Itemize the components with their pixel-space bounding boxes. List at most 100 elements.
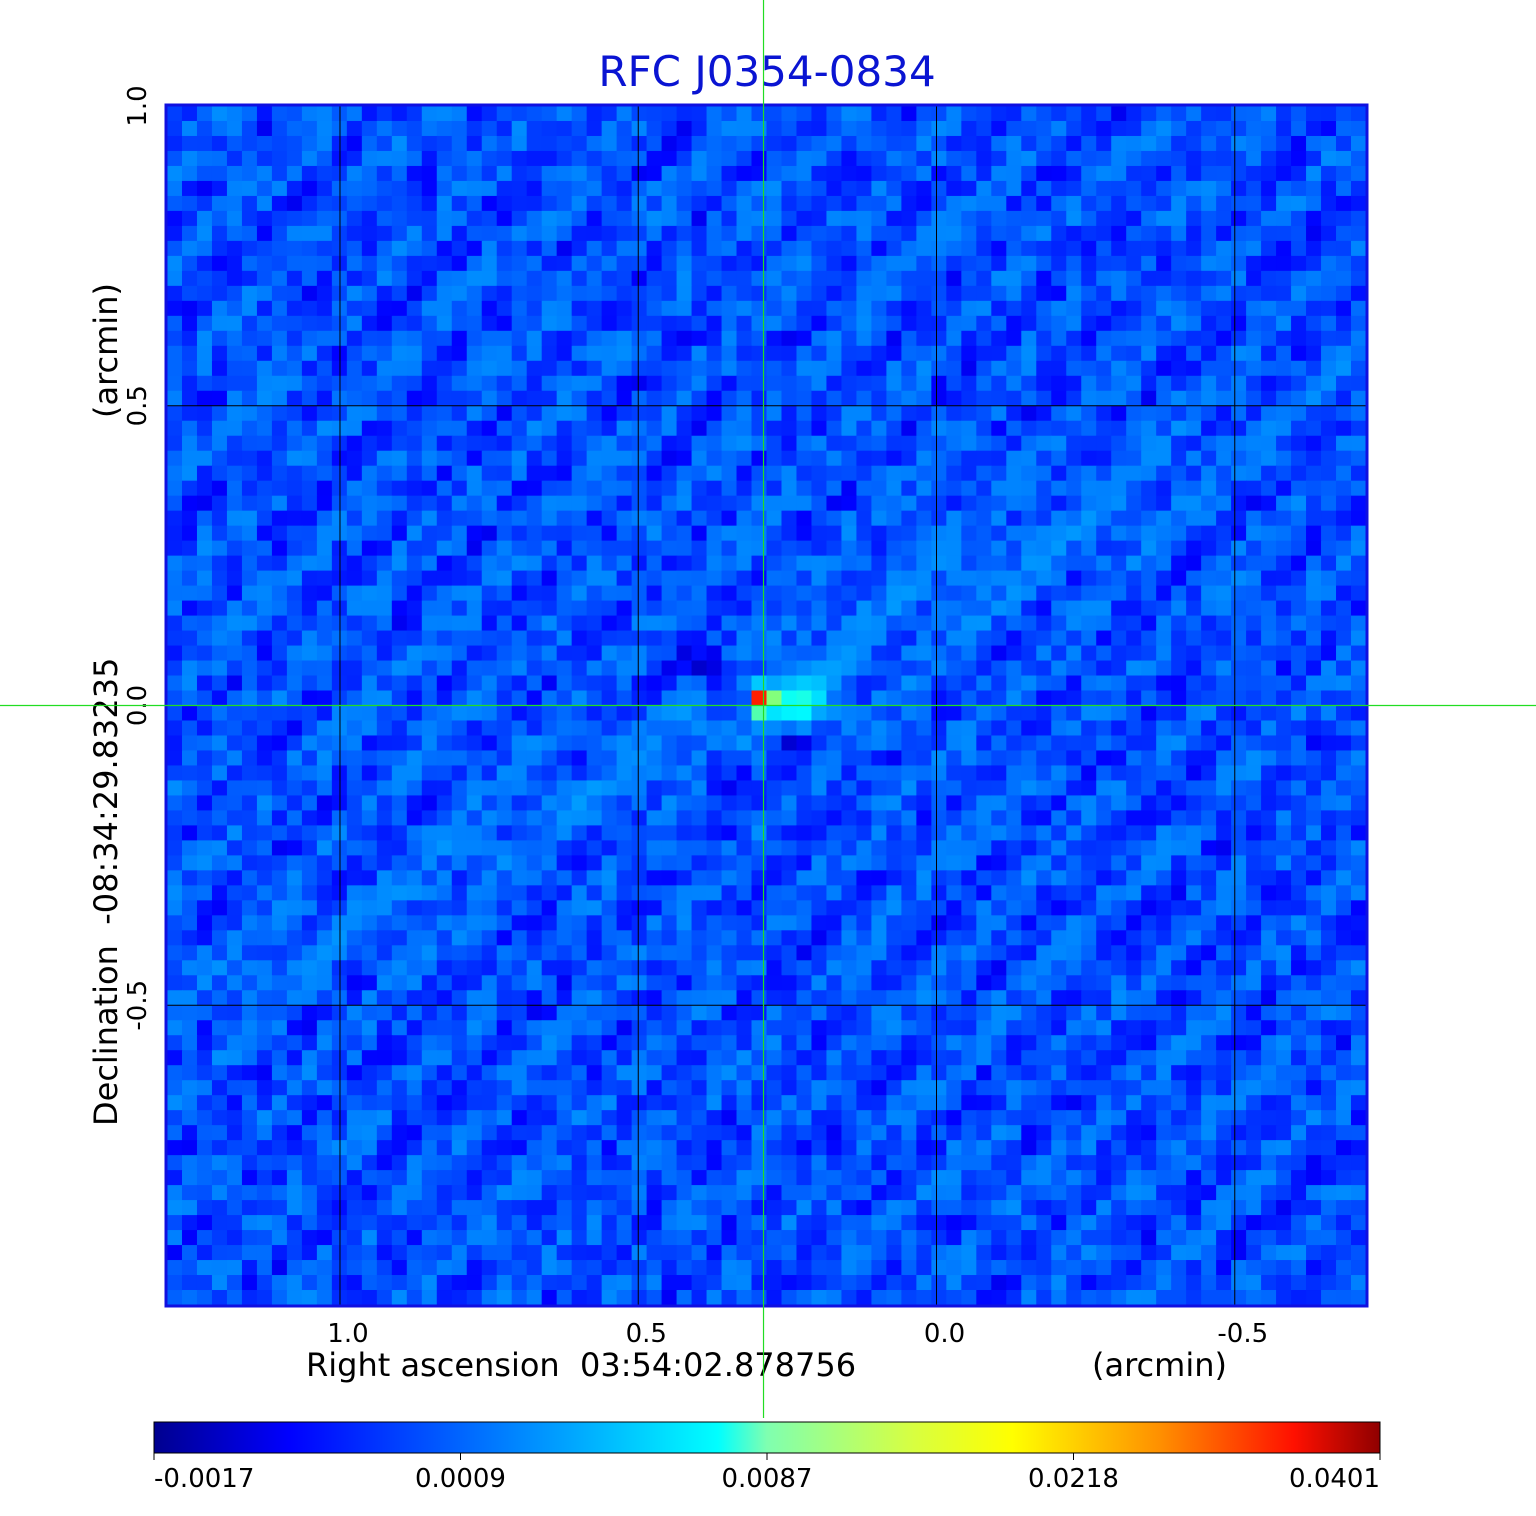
heatmap-cell: [1276, 615, 1292, 632]
heatmap-cell: [721, 990, 738, 1006]
heatmap-cell: [1126, 735, 1142, 752]
heatmap-cell: [616, 450, 633, 467]
heatmap-cell: [856, 510, 873, 527]
heatmap-cell: [526, 900, 543, 916]
heatmap-cell: [316, 570, 333, 587]
heatmap-cell: [931, 270, 947, 287]
heatmap-cell: [826, 240, 843, 257]
heatmap-cell: [871, 360, 887, 377]
heatmap-cell: [781, 750, 798, 767]
heatmap-cell: [1171, 660, 1187, 677]
heatmap-cell: [1156, 615, 1172, 632]
heatmap-cell: [661, 330, 678, 347]
heatmap-cell: [1351, 795, 1366, 812]
heatmap-cell: [511, 690, 528, 707]
heatmap-cell: [1186, 465, 1202, 482]
heatmap-cell: [691, 135, 708, 152]
heatmap-cell: [796, 600, 813, 617]
heatmap-cell: [1096, 300, 1112, 317]
heatmap-cell: [481, 1005, 498, 1021]
heatmap-cell: [316, 165, 333, 182]
heatmap-cell: [361, 525, 378, 542]
heatmap-cell: [1171, 570, 1187, 587]
heatmap-cell: [541, 720, 558, 737]
heatmap-cell: [826, 720, 843, 737]
heatmap-cell: [946, 960, 962, 976]
heatmap-cell: [1021, 675, 1037, 692]
heatmap-cell: [316, 495, 333, 512]
heatmap-cell: [976, 165, 992, 182]
heatmap-cell: [931, 795, 947, 812]
heatmap-cell: [376, 570, 393, 587]
heatmap-cell: [167, 315, 183, 332]
heatmap-cell: [1336, 495, 1352, 512]
heatmap-cell: [541, 975, 558, 991]
heatmap-cell: [601, 1005, 618, 1021]
heatmap-cell: [1081, 870, 1097, 886]
heatmap-cell: [1171, 1005, 1187, 1021]
heatmap-cell: [1096, 555, 1112, 572]
heatmap-cell: [601, 705, 618, 722]
heatmap-cell: [841, 900, 858, 916]
heatmap-cell: [916, 525, 932, 542]
heatmap-cell: [1081, 150, 1097, 167]
heatmap-cell: [646, 720, 663, 737]
heatmap-cell: [451, 780, 468, 797]
heatmap-cell: [586, 375, 603, 392]
heatmap-cell: [931, 900, 947, 916]
heatmap-cell: [361, 495, 378, 512]
heatmap-cell: [1186, 660, 1202, 677]
heatmap-cell: [556, 195, 573, 212]
heatmap-cell: [706, 390, 723, 407]
heatmap-cell: [1216, 915, 1232, 931]
heatmap-cell: [1171, 930, 1187, 946]
heatmap-cell: [1306, 795, 1322, 812]
heatmap-cell: [1096, 225, 1112, 242]
heatmap-cell: [1216, 705, 1232, 722]
heatmap-cell: [361, 135, 378, 152]
heatmap-cell: [676, 735, 693, 752]
heatmap-cell: [421, 390, 438, 407]
heatmap-cell: [1276, 630, 1292, 647]
heatmap-cell: [811, 540, 828, 557]
heatmap-cell: [616, 255, 633, 272]
heatmap-cell: [646, 315, 663, 332]
heatmap-cell: [496, 240, 513, 257]
heatmap-cell: [1231, 435, 1247, 452]
heatmap-cell: [286, 225, 303, 242]
heatmap-cell: [886, 465, 902, 482]
heatmap-cell: [631, 330, 648, 347]
heatmap-cell: [991, 180, 1007, 197]
heatmap-cell: [1141, 705, 1157, 722]
heatmap-cell: [256, 465, 273, 482]
heatmap-cell: [1261, 360, 1277, 377]
heatmap-cell: [766, 465, 783, 482]
heatmap-cell: [406, 570, 423, 587]
heatmap-cell: [541, 735, 558, 752]
heatmap-cell: [706, 960, 723, 976]
heatmap-cell: [211, 150, 228, 167]
heatmap-cell: [1291, 780, 1307, 797]
heatmap-cell: [1186, 705, 1202, 722]
heatmap-cell: [466, 840, 483, 856]
heatmap-cell: [1261, 900, 1277, 916]
heatmap-cell: [1276, 690, 1292, 707]
heatmap-cell: [1126, 120, 1142, 137]
heatmap-cell: [1321, 600, 1337, 617]
heatmap-cell: [826, 615, 843, 632]
heatmap-cell: [1261, 540, 1277, 557]
heatmap-cell: [1141, 255, 1157, 272]
heatmap-cell: [1006, 300, 1022, 317]
heatmap-cell: [1351, 330, 1366, 347]
heatmap-cell: [1321, 630, 1337, 647]
heatmap-cell: [226, 555, 243, 572]
heatmap-cell: [1351, 810, 1366, 826]
heatmap-cell: [556, 570, 573, 587]
heatmap-cell: [466, 795, 483, 812]
heatmap-cell: [571, 720, 588, 737]
heatmap-cell: [826, 510, 843, 527]
heatmap-cell: [1291, 300, 1307, 317]
heatmap-cell: [436, 945, 453, 961]
heatmap-cell: [1231, 450, 1247, 467]
heatmap-cell: [1201, 795, 1217, 812]
